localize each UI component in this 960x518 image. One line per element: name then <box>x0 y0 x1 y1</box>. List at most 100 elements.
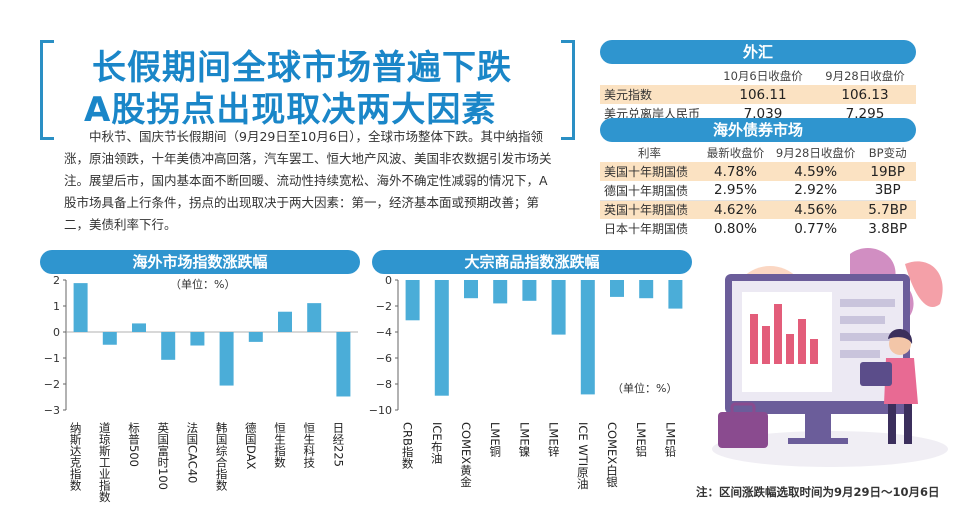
bar <box>248 332 263 342</box>
fx-row-value: 106.13 <box>841 86 889 103</box>
x-tick-label: COMEX白银 <box>605 422 619 488</box>
bar <box>278 311 292 332</box>
table-row: 英国十年期国债 4.62% 4.56% 5.7BP <box>600 200 916 219</box>
bonds-title: 海外债券市场 <box>600 118 916 142</box>
bar <box>580 280 595 395</box>
bar <box>132 323 146 332</box>
x-tick-label: LME镍 <box>517 422 531 458</box>
y-tick-label: −8 <box>376 378 392 391</box>
bond-latest: 2.95% <box>699 181 772 201</box>
bonds-table: 利率 最新收盘价 9月28日收盘价 BP变动 美国十年期国债 4.78% 4.5… <box>600 143 916 238</box>
y-tick-label: −4 <box>376 326 392 339</box>
bonds-header: 最新收盘价 <box>706 145 765 160</box>
footnote: 注：区间涨跌幅选取时间为9月29日～10月6日 <box>696 485 940 499</box>
bond-name: 德国十年期国债 <box>600 181 699 201</box>
bar <box>464 280 478 299</box>
headline-line1: 长假期间全球市场普遍下跌 <box>92 48 512 88</box>
bar <box>522 280 537 301</box>
fx-row-name: 美元指数 <box>604 88 653 102</box>
y-tick-label: −1 <box>44 352 60 365</box>
x-tick-label: ICE WTI原油 <box>576 422 590 489</box>
person-leg <box>904 404 912 444</box>
person-head <box>889 333 911 355</box>
screen-line <box>840 333 890 341</box>
commodity-index-chart: 0 −2 −4 −6 −8 −10 CRB指数 ICE布油 COMEX黄金 LME铜 LME镍 LME… <box>369 274 683 489</box>
x-tick-label: LME锌 <box>547 422 561 457</box>
monitor-stand <box>805 414 831 440</box>
analyst-illustration <box>712 248 948 467</box>
x-tick-label: 恒生指数 <box>273 422 287 469</box>
bar <box>102 332 117 345</box>
bar <box>493 280 508 304</box>
screen-bar <box>798 319 806 364</box>
fx-row-value: 7.039 <box>743 105 783 122</box>
fx-header-col2: 9月28日收盘价 <box>825 68 905 83</box>
bar <box>161 332 176 360</box>
x-tick-label: LME铅 <box>663 422 677 457</box>
x-tick-label: LME铝 <box>634 422 648 457</box>
tablet-icon <box>860 362 892 386</box>
fx-row-value: 7.295 <box>845 105 885 122</box>
bar <box>668 280 683 309</box>
title-bracket-right <box>561 40 575 140</box>
fx-header-blank <box>600 66 712 85</box>
screen-bar <box>774 304 782 364</box>
y-tick-label: −2 <box>376 300 392 313</box>
table-row: 美元兑离岸人民币 7.039 7.295 <box>600 104 916 123</box>
y-tick-label: −6 <box>376 352 392 365</box>
bar <box>73 283 88 332</box>
x-tick-label: ICE布油 <box>430 422 444 464</box>
x-tick-label: 标普500 <box>127 422 141 467</box>
screen-bar <box>762 326 770 364</box>
bond-name: 美国十年期国债 <box>604 165 689 179</box>
bond-prev: 4.56% <box>794 201 838 218</box>
bonds-header: 利率 <box>638 145 661 160</box>
screen-line <box>840 299 895 307</box>
x-tick-label: 恒生科技 <box>302 422 316 469</box>
briefcase-icon <box>718 412 768 448</box>
screen-line <box>840 316 885 324</box>
x-tick-label: 英国富时100 <box>156 421 170 490</box>
y-tick-label: −3 <box>44 404 60 417</box>
bar <box>639 280 654 299</box>
bonds-header: BP变动 <box>868 145 907 160</box>
bond-bp: 3.8BP <box>868 220 908 237</box>
intro-paragraph: 中秋节、国庆节长假期间（9月29日至10月6日），全球市场整体下跌。其中纳指领涨… <box>64 129 552 232</box>
bond-bp: 19BP <box>870 163 905 180</box>
chart2-title: 大宗商品指数涨跌幅 <box>372 250 692 274</box>
bond-name: 英国十年期国债 <box>604 203 689 218</box>
screen-bar <box>810 339 818 364</box>
leaf-shape <box>905 261 943 308</box>
x-tick-label: LME铜 <box>488 422 502 458</box>
table-row: 美国十年期国债 4.78% 4.59% 19BP <box>600 162 916 181</box>
bar <box>307 303 322 332</box>
bar <box>190 332 205 346</box>
bond-name: 日本十年期国债 <box>604 222 689 236</box>
bond-prev: 4.59% <box>794 163 838 180</box>
unit-label: （单位：%） <box>612 381 677 395</box>
y-tick-label: 2 <box>53 274 60 287</box>
chart1-title: 海外市场指数涨跌幅 <box>40 250 360 274</box>
bond-bp: 3BP <box>859 181 916 201</box>
title-bracket-left <box>40 40 54 140</box>
y-tick-label: −2 <box>44 378 60 391</box>
x-tick-label: COMEX黄金 <box>459 422 473 487</box>
bond-latest: 0.80% <box>714 220 757 237</box>
monitor-base <box>788 438 848 444</box>
person-hair <box>888 328 913 344</box>
y-tick-label: 0 <box>385 274 392 287</box>
bar <box>219 332 234 386</box>
bond-latest: 4.78% <box>714 163 757 180</box>
bond-bp: 5.7BP <box>868 201 908 218</box>
y-tick-label: 0 <box>53 326 60 339</box>
bond-prev: 0.77% <box>794 220 838 237</box>
unit-label: （单位：%） <box>170 277 235 291</box>
headline-line2: A股拐点出现取决两大因素 <box>84 90 497 130</box>
x-tick-label: 韩国综合指数 <box>215 421 229 492</box>
bond-prev: 2.92% <box>771 181 860 201</box>
bar <box>551 280 566 335</box>
bar <box>336 332 351 397</box>
fx-header-col1: 10月6日收盘价 <box>723 68 803 83</box>
overseas-index-chart: 2 1 0 −1 −2 −3 纳斯达克指数 道琼斯工业指数 标普500 英国富时100 法国CAC4… <box>44 274 358 503</box>
x-tick-label: 道琼斯工业指数 <box>98 421 112 503</box>
